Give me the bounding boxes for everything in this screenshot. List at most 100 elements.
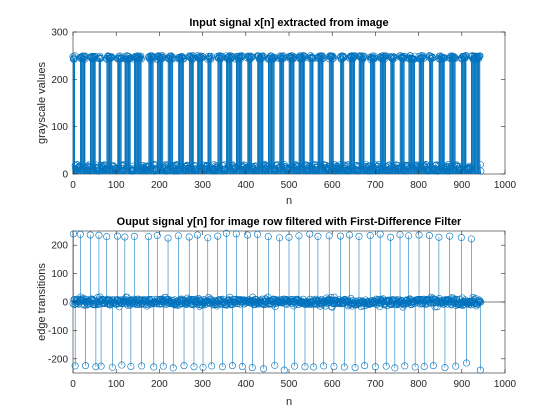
input-markers xyxy=(69,52,485,175)
input-marker xyxy=(221,165,229,173)
output-marker xyxy=(145,233,153,241)
input-marker xyxy=(434,162,442,170)
output-marker xyxy=(190,363,198,371)
input-marker xyxy=(314,161,322,169)
output-marker xyxy=(320,362,328,370)
output-marker xyxy=(171,296,179,304)
input-marker xyxy=(221,161,229,169)
output-marker xyxy=(340,363,348,371)
input-marker xyxy=(395,164,403,172)
input-marker xyxy=(163,166,171,174)
output-marker xyxy=(95,231,103,239)
input-marker xyxy=(150,161,158,169)
input-marker xyxy=(396,165,404,173)
output-y-label: edge transitions xyxy=(36,263,48,341)
output-marker xyxy=(382,362,390,370)
output-marker xyxy=(185,233,193,241)
y-tick-label: -200 xyxy=(48,354,68,365)
output-marker xyxy=(280,366,288,374)
y-tick-label: 200 xyxy=(51,241,68,252)
input-marker xyxy=(91,53,99,61)
output-marker xyxy=(457,234,465,242)
input-marker xyxy=(324,167,332,175)
input-marker xyxy=(471,53,479,61)
x-tick-label: 900 xyxy=(453,379,470,390)
input-plot-title: Input signal x[n] extracted from image xyxy=(189,17,388,29)
output-marker xyxy=(435,233,443,241)
output-marker xyxy=(325,232,333,240)
output-marker xyxy=(336,232,344,240)
output-marker xyxy=(363,298,371,306)
input-marker xyxy=(215,54,223,62)
output-marker xyxy=(208,362,216,370)
input-marker xyxy=(192,166,200,174)
input-marker xyxy=(404,165,412,173)
input-marker xyxy=(231,163,239,171)
input-marker xyxy=(344,161,352,169)
input-y-ticks: 0 100 200 300 xyxy=(51,28,505,181)
output-marker xyxy=(153,232,161,240)
y-tick-label: -100 xyxy=(48,326,68,337)
input-marker xyxy=(79,55,87,63)
output-marker xyxy=(403,296,411,304)
output-marker xyxy=(76,230,84,238)
output-marker xyxy=(106,296,114,304)
input-marker xyxy=(174,161,182,169)
output-marker xyxy=(301,363,309,371)
x-tick-label: 100 xyxy=(108,379,125,390)
input-marker xyxy=(262,161,270,169)
input-marker xyxy=(385,162,393,170)
input-marker xyxy=(284,165,292,173)
input-marker xyxy=(440,54,448,62)
output-marker xyxy=(92,363,100,371)
x-tick-label: 0 xyxy=(70,180,76,191)
input-marker xyxy=(102,165,110,173)
input-marker xyxy=(330,164,338,172)
input-marker xyxy=(179,54,187,62)
input-marker xyxy=(467,164,475,172)
output-marker xyxy=(463,359,471,367)
output-marker xyxy=(476,366,484,374)
input-marker xyxy=(434,166,442,174)
output-x-label: n xyxy=(286,396,292,408)
output-signal-plot: Ouput signal y[n] for image row filtered… xyxy=(36,216,517,408)
input-marker xyxy=(354,166,362,174)
x-tick-label: 500 xyxy=(281,180,298,191)
input-marker xyxy=(213,162,221,170)
output-marker xyxy=(467,235,475,243)
output-marker xyxy=(253,230,261,238)
input-marker xyxy=(169,55,177,63)
output-marker xyxy=(411,299,419,307)
input-marker xyxy=(161,161,169,169)
input-marker xyxy=(153,166,161,174)
input-marker xyxy=(74,164,82,172)
input-marker xyxy=(285,166,293,174)
input-marker xyxy=(201,166,209,174)
output-marker xyxy=(446,232,454,240)
output-marker xyxy=(415,231,423,239)
input-marker xyxy=(335,162,343,170)
input-stems xyxy=(72,55,482,174)
y-tick-label: 300 xyxy=(51,28,68,39)
input-marker xyxy=(251,163,259,171)
input-marker xyxy=(152,166,160,174)
output-marker xyxy=(214,232,222,240)
output-marker xyxy=(361,362,369,370)
output-marker xyxy=(116,297,124,305)
input-marker xyxy=(474,54,482,62)
input-marker xyxy=(335,166,343,174)
output-marker xyxy=(199,299,207,307)
input-marker xyxy=(343,162,351,170)
output-marker xyxy=(86,231,94,239)
x-tick-label: 1000 xyxy=(494,180,517,191)
input-marker xyxy=(430,166,438,174)
output-marker xyxy=(271,361,279,369)
output-marker xyxy=(269,295,277,303)
output-marker xyxy=(224,299,232,307)
output-marker xyxy=(222,229,230,237)
input-marker xyxy=(193,165,201,173)
input-marker xyxy=(477,167,485,175)
output-marker xyxy=(113,232,121,240)
input-marker xyxy=(417,55,425,63)
